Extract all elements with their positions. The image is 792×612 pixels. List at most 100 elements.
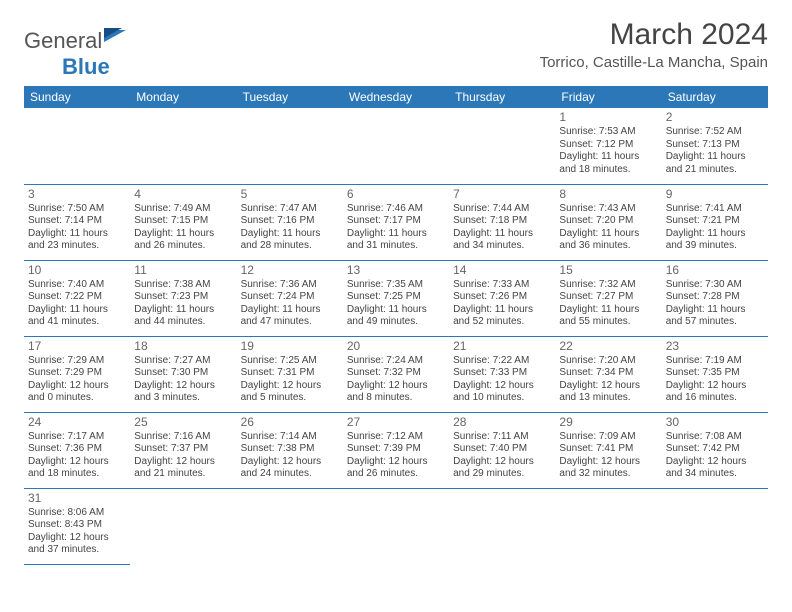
info-line-day2: and 18 minutes. bbox=[28, 468, 126, 481]
info-line-day2: and 32 minutes. bbox=[559, 468, 657, 481]
calendar-cell: 6Sunrise: 7:46 AMSunset: 7:17 PMDaylight… bbox=[343, 184, 449, 260]
info-line-sunset: Sunset: 7:18 PM bbox=[453, 215, 551, 228]
info-line-sunrise: Sunrise: 7:29 AM bbox=[28, 355, 126, 368]
calendar-cell-empty bbox=[237, 108, 343, 184]
info-line-sunset: Sunset: 7:14 PM bbox=[28, 215, 126, 228]
info-line-sunrise: Sunrise: 7:27 AM bbox=[134, 355, 232, 368]
info-line-day1: Daylight: 12 hours bbox=[28, 380, 126, 393]
calendar-cell-empty bbox=[130, 108, 236, 184]
info-line-sunrise: Sunrise: 8:06 AM bbox=[28, 507, 126, 520]
calendar-cell: 19Sunrise: 7:25 AMSunset: 7:31 PMDayligh… bbox=[237, 336, 343, 412]
info-line-day1: Daylight: 11 hours bbox=[241, 304, 339, 317]
calendar-row: 31Sunrise: 8:06 AMSunset: 8:43 PMDayligh… bbox=[24, 488, 768, 564]
calendar-table: SundayMondayTuesdayWednesdayThursdayFrid… bbox=[24, 86, 768, 565]
calendar-cell-empty bbox=[343, 488, 449, 564]
calendar-cell: 4Sunrise: 7:49 AMSunset: 7:15 PMDaylight… bbox=[130, 184, 236, 260]
day-header: Thursday bbox=[449, 86, 555, 108]
info-line-sunset: Sunset: 7:33 PM bbox=[453, 367, 551, 380]
title-block: March 2024 Torrico, Castille-La Mancha, … bbox=[540, 18, 768, 71]
day-header: Friday bbox=[555, 86, 661, 108]
info-line-sunset: Sunset: 7:30 PM bbox=[134, 367, 232, 380]
info-line-sunrise: Sunrise: 7:12 AM bbox=[347, 431, 445, 444]
info-line-day2: and 36 minutes. bbox=[559, 240, 657, 253]
day-number: 18 bbox=[134, 339, 232, 354]
info-line-sunset: Sunset: 7:15 PM bbox=[134, 215, 232, 228]
calendar-cell: 29Sunrise: 7:09 AMSunset: 7:41 PMDayligh… bbox=[555, 412, 661, 488]
info-line-sunrise: Sunrise: 7:11 AM bbox=[453, 431, 551, 444]
logo-text: General Blue bbox=[24, 28, 126, 80]
day-number: 25 bbox=[134, 415, 232, 430]
calendar-row: 24Sunrise: 7:17 AMSunset: 7:36 PMDayligh… bbox=[24, 412, 768, 488]
info-line-day2: and 34 minutes. bbox=[666, 468, 764, 481]
calendar-cell-empty bbox=[662, 488, 768, 564]
calendar-cell: 13Sunrise: 7:35 AMSunset: 7:25 PMDayligh… bbox=[343, 260, 449, 336]
info-line-day2: and 21 minutes. bbox=[134, 468, 232, 481]
info-line-sunset: Sunset: 7:40 PM bbox=[453, 443, 551, 456]
info-line-day1: Daylight: 12 hours bbox=[347, 380, 445, 393]
info-line-day1: Daylight: 12 hours bbox=[241, 380, 339, 393]
calendar-cell: 24Sunrise: 7:17 AMSunset: 7:36 PMDayligh… bbox=[24, 412, 130, 488]
calendar-cell: 16Sunrise: 7:30 AMSunset: 7:28 PMDayligh… bbox=[662, 260, 768, 336]
day-number: 7 bbox=[453, 187, 551, 202]
info-line-sunrise: Sunrise: 7:43 AM bbox=[559, 203, 657, 216]
info-line-sunrise: Sunrise: 7:17 AM bbox=[28, 431, 126, 444]
info-line-day2: and 26 minutes. bbox=[134, 240, 232, 253]
info-line-day2: and 0 minutes. bbox=[28, 392, 126, 405]
info-line-day2: and 5 minutes. bbox=[241, 392, 339, 405]
calendar-cell: 31Sunrise: 8:06 AMSunset: 8:43 PMDayligh… bbox=[24, 488, 130, 564]
info-line-day2: and 8 minutes. bbox=[347, 392, 445, 405]
page-header: General Blue March 2024 Torrico, Castill… bbox=[24, 18, 768, 80]
calendar-cell: 1Sunrise: 7:53 AMSunset: 7:12 PMDaylight… bbox=[555, 108, 661, 184]
info-line-sunrise: Sunrise: 7:08 AM bbox=[666, 431, 764, 444]
calendar-cell-empty bbox=[237, 488, 343, 564]
calendar-cell-empty bbox=[449, 488, 555, 564]
info-line-day1: Daylight: 11 hours bbox=[559, 151, 657, 164]
info-line-day1: Daylight: 11 hours bbox=[666, 304, 764, 317]
day-number: 11 bbox=[134, 263, 232, 278]
day-number: 3 bbox=[28, 187, 126, 202]
info-line-day1: Daylight: 12 hours bbox=[28, 532, 126, 545]
calendar-cell: 12Sunrise: 7:36 AMSunset: 7:24 PMDayligh… bbox=[237, 260, 343, 336]
info-line-sunset: Sunset: 7:17 PM bbox=[347, 215, 445, 228]
calendar-cell: 23Sunrise: 7:19 AMSunset: 7:35 PMDayligh… bbox=[662, 336, 768, 412]
day-number: 26 bbox=[241, 415, 339, 430]
info-line-day2: and 3 minutes. bbox=[134, 392, 232, 405]
day-number: 16 bbox=[666, 263, 764, 278]
info-line-sunset: Sunset: 7:16 PM bbox=[241, 215, 339, 228]
info-line-sunrise: Sunrise: 7:24 AM bbox=[347, 355, 445, 368]
info-line-day2: and 24 minutes. bbox=[241, 468, 339, 481]
info-line-sunset: Sunset: 7:20 PM bbox=[559, 215, 657, 228]
day-number: 13 bbox=[347, 263, 445, 278]
info-line-sunset: Sunset: 7:41 PM bbox=[559, 443, 657, 456]
info-line-sunrise: Sunrise: 7:41 AM bbox=[666, 203, 764, 216]
info-line-sunset: Sunset: 7:29 PM bbox=[28, 367, 126, 380]
info-line-sunset: Sunset: 7:13 PM bbox=[666, 139, 764, 152]
info-line-sunrise: Sunrise: 7:52 AM bbox=[666, 126, 764, 139]
logo: General Blue bbox=[24, 28, 126, 80]
info-line-sunset: Sunset: 7:38 PM bbox=[241, 443, 339, 456]
day-number: 12 bbox=[241, 263, 339, 278]
info-line-day1: Daylight: 12 hours bbox=[453, 456, 551, 469]
info-line-day2: and 28 minutes. bbox=[241, 240, 339, 253]
info-line-sunrise: Sunrise: 7:36 AM bbox=[241, 279, 339, 292]
info-line-day1: Daylight: 12 hours bbox=[347, 456, 445, 469]
info-line-day1: Daylight: 11 hours bbox=[559, 228, 657, 241]
info-line-day1: Daylight: 11 hours bbox=[666, 151, 764, 164]
info-line-day2: and 26 minutes. bbox=[347, 468, 445, 481]
info-line-sunset: Sunset: 7:26 PM bbox=[453, 291, 551, 304]
info-line-day1: Daylight: 12 hours bbox=[666, 380, 764, 393]
day-number: 29 bbox=[559, 415, 657, 430]
day-number: 14 bbox=[453, 263, 551, 278]
day-header-row: SundayMondayTuesdayWednesdayThursdayFrid… bbox=[24, 86, 768, 108]
calendar-cell-empty bbox=[24, 108, 130, 184]
info-line-sunrise: Sunrise: 7:30 AM bbox=[666, 279, 764, 292]
info-line-day2: and 47 minutes. bbox=[241, 316, 339, 329]
calendar-cell: 28Sunrise: 7:11 AMSunset: 7:40 PMDayligh… bbox=[449, 412, 555, 488]
info-line-day2: and 16 minutes. bbox=[666, 392, 764, 405]
info-line-day2: and 44 minutes. bbox=[134, 316, 232, 329]
calendar-cell: 9Sunrise: 7:41 AMSunset: 7:21 PMDaylight… bbox=[662, 184, 768, 260]
info-line-day1: Daylight: 11 hours bbox=[453, 228, 551, 241]
info-line-sunset: Sunset: 7:25 PM bbox=[347, 291, 445, 304]
day-number: 28 bbox=[453, 415, 551, 430]
info-line-sunrise: Sunrise: 7:40 AM bbox=[28, 279, 126, 292]
